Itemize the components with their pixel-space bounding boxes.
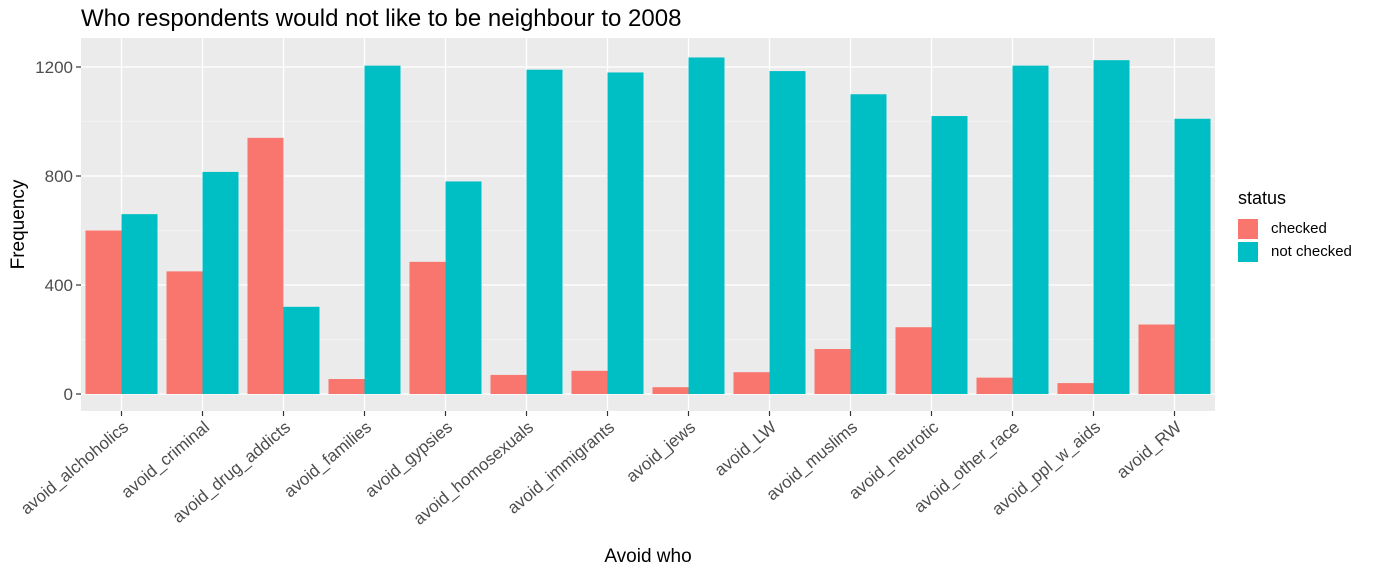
x-tick-label: avoid_jews [622,418,699,487]
bars [85,57,1211,395]
bar-checked-avoid-ppl-w-aids [1057,383,1094,394]
x-tick-label: avoid_alchoholics [17,418,132,519]
bar-checked-avoid-neurotic [895,327,932,394]
bar-checked-avoid-muslims [814,349,851,394]
legend-title: status [1238,188,1287,208]
bar-not-checked-avoid-immigrants [607,72,644,394]
legend: status checked not checked [1238,188,1352,263]
bar-checked-avoid-jews [652,387,689,394]
y-tick-label: 0 [64,385,73,404]
bar-not-checked-avoid-ppl-w-aids [1093,60,1130,394]
legend-label-checked: checked [1271,220,1327,237]
bar-checked-avoid-homosexuals [490,374,527,394]
bar-not-checked-avoid-lw [769,71,806,395]
bar-not-checked-avoid-other-race [1012,65,1049,394]
y-axis-title: Frequency [8,179,29,269]
y-tick-label: 400 [45,276,73,295]
y-axis: 0 400 800 1200 [35,58,81,404]
x-tick-label: avoid_families [280,418,375,502]
legend-key-not-checked [1238,241,1258,262]
bar-checked-avoid-alchoholics [85,230,122,394]
bar-not-checked-avoid-rw [1174,118,1211,395]
legend-item-not-checked: not checked [1238,240,1352,263]
bar-not-checked-avoid-muslims [850,94,887,394]
bar-checked-avoid-families [328,379,365,394]
bar-checked-avoid-lw [733,372,770,394]
chart-title: Who respondents would not like to be nei… [81,5,682,32]
legend-key-checked [1238,218,1258,239]
bar-checked-avoid-gypsies [409,261,446,394]
y-tick-label: 1200 [35,58,73,77]
x-axis-title: Avoid who [604,546,691,567]
bar-checked-avoid-other-race [976,377,1013,394]
bar-not-checked-avoid-neurotic [931,116,968,395]
bar-not-checked-avoid-criminal [202,171,239,394]
bar-checked-avoid-immigrants [571,370,608,394]
bar-not-checked-avoid-families [364,65,401,394]
x-axis: avoid_alchoholicsavoid_criminalavoid_dru… [17,411,1185,529]
legend-label-not-checked: not checked [1271,243,1352,260]
bar-not-checked-avoid-alchoholics [121,214,158,394]
bar-not-checked-avoid-homosexuals [526,69,563,394]
bar-checked-avoid-criminal [166,271,203,394]
x-tick-label: avoid_LW [711,418,780,480]
legend-item-checked: checked [1238,217,1352,240]
bar-checked-avoid-rw [1138,324,1175,394]
x-tick-label: avoid_RW [1113,418,1185,483]
bar-not-checked-avoid-jews [688,57,725,395]
y-tick-label: 800 [45,167,73,186]
bar-not-checked-avoid-gypsies [445,181,482,394]
bar-not-checked-avoid-drug-addicts [283,306,320,394]
bar-checked-avoid-drug-addicts [247,137,284,394]
